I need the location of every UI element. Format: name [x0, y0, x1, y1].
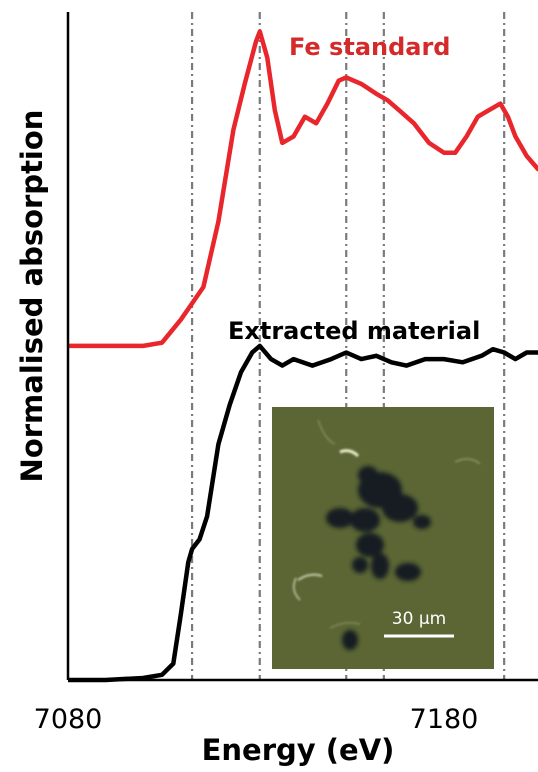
x-tick-labels: 7080 7180 — [34, 704, 479, 735]
inset-particle — [326, 466, 431, 650]
inset-background — [272, 407, 494, 669]
inset-scale-label: 30 µm — [392, 609, 446, 629]
series-label-extracted-material: Extracted material — [228, 317, 480, 345]
x-tick-label-7180: 7180 — [410, 704, 479, 735]
series-label-fe-standard: Fe standard — [289, 33, 450, 61]
y-axis-title: Normalised absorption — [15, 110, 49, 483]
inset-highlights — [293, 419, 481, 629]
x-axis-title: Energy (eV) — [202, 733, 395, 767]
series-lines — [68, 29, 538, 683]
series-line-fe-standard — [68, 29, 538, 349]
inset-micrograph: 30 µm — [272, 407, 494, 669]
series-line-extracted-material — [68, 343, 538, 683]
x-tick-label-7080: 7080 — [34, 704, 103, 735]
